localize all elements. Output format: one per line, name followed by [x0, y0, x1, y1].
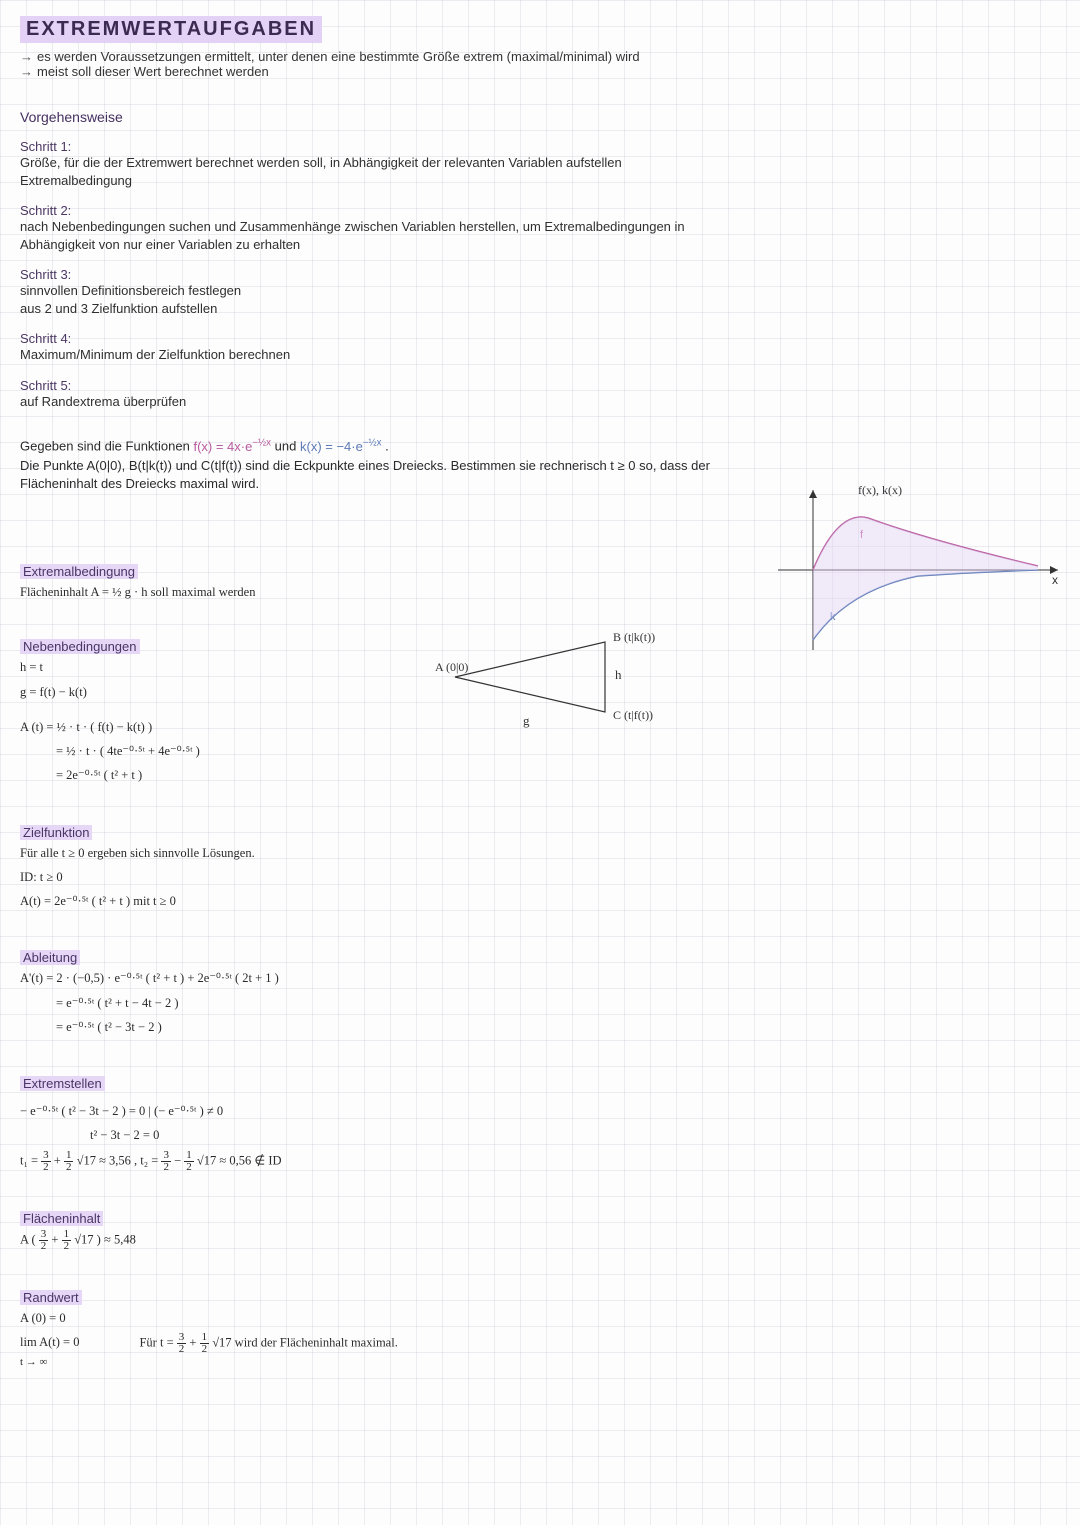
- vertex-B: B (t|k(t)): [613, 630, 655, 644]
- page-title: EXTREMWERTAUFGABEN: [20, 16, 322, 43]
- step-5-body: auf Randextrema überprüfen: [20, 393, 1060, 411]
- abl-1: A'(t) = 2 · (−0,5) · e⁻⁰·⁵ᵗ ( t² + t ) +…: [20, 968, 1060, 989]
- vertex-A: A (0|0): [435, 660, 468, 674]
- side-g: g: [523, 713, 530, 728]
- abl-2: = e⁻⁰·⁵ᵗ ( t² + t − 4t − 2 ): [20, 993, 1060, 1014]
- problem-statement: Gegeben sind die Funktionen f(x) = 4x·e−…: [20, 436, 740, 494]
- rw-4: Für t = 32 + 12 √17 wird der Flächeninha…: [139, 1332, 397, 1355]
- ziel-2: ID: t ≥ 0: [20, 867, 1060, 888]
- ext-head: Extremstellen: [20, 1076, 105, 1091]
- intro-line-2: meist soll dieser Wert berechnet werden: [37, 64, 269, 79]
- rw-1: A (0) = 0: [20, 1308, 1060, 1329]
- ext-1: − e⁻⁰·⁵ᵗ ( t² − 3t − 2 ) = 0 | (− e⁻⁰·⁵ᵗ…: [20, 1101, 1060, 1122]
- rw-3: t → ∞: [20, 1353, 79, 1372]
- abl-3: = e⁻⁰·⁵ᵗ ( t² − 3t − 2 ): [20, 1017, 1060, 1038]
- problem-line2: Die Punkte A(0|0), B(t|k(t)) und C(t|f(t…: [20, 458, 710, 492]
- step-3-body2: aus 2 und 3 Zielfunktion aufstellen: [20, 300, 1060, 318]
- problem-pre: Gegeben sind die Funktionen: [20, 439, 193, 454]
- fx-expr: f(x) = 4x·e−½x: [193, 439, 271, 454]
- step-1-head: Schritt 1:: [20, 139, 1060, 154]
- A-eq-3: = 2e⁻⁰·⁵ᵗ ( t² + t ): [20, 765, 1060, 786]
- extremal-head: Extremalbedingung: [20, 564, 138, 579]
- rw-row: lim A(t) = 0 t → ∞ Für t = 32 + 12 √17 w…: [20, 1332, 1060, 1372]
- step-3-body: sinnvollen Definitionsbereich festlegen: [20, 282, 1060, 300]
- ext-3: t₁ = 32 + 12 √17 ≈ 3,56 , t₂ = 32 − 12 √…: [20, 1150, 1060, 1173]
- ziel-head: Zielfunktion: [20, 825, 92, 840]
- step-2-head: Schritt 2:: [20, 203, 1060, 218]
- step-1-body2: Extremalbedingung: [20, 172, 1060, 190]
- step-5-head: Schritt 5:: [20, 378, 1060, 393]
- intro-block: → es werden Voraussetzungen ermittelt, un…: [20, 49, 1060, 79]
- abl-head: Ableitung: [20, 950, 80, 965]
- rw-head: Randwert: [20, 1290, 82, 1305]
- ziel-1: Für alle t ≥ 0 ergeben sich sinnvolle Lö…: [20, 843, 1060, 864]
- A-eq-2: = ½ · t · ( 4te⁻⁰·⁵ᵗ + 4e⁻⁰·⁵ᵗ ): [20, 741, 1060, 762]
- x-axis-label: x: [1052, 573, 1058, 587]
- und: und: [275, 439, 300, 454]
- kx-expr: k(x) = −4·e−½x: [300, 439, 382, 454]
- arrow-icon: →: [20, 64, 33, 79]
- ext-2: t² − 3t − 2 = 0: [20, 1125, 1060, 1146]
- rw-2: lim A(t) = 0: [20, 1332, 79, 1353]
- ziel-3: A(t) = 2e⁻⁰·⁵ᵗ ( t² + t ) mit t ≥ 0: [20, 891, 1060, 912]
- step-2-body: nach Nebenbedingungen suchen und Zusamme…: [20, 218, 760, 253]
- step-4-head: Schritt 4:: [20, 331, 1060, 346]
- arrow-icon: →: [20, 49, 33, 64]
- function-graph: f(x), k(x) x f k: [768, 480, 1068, 660]
- graph-title: f(x), k(x): [858, 483, 902, 497]
- side-h: h: [615, 667, 622, 682]
- triangle-diagram: A (0|0) B (t|k(t)) C (t|f(t)) g h: [435, 627, 695, 737]
- step-3-head: Schritt 3:: [20, 267, 1060, 282]
- problem-post: .: [385, 439, 389, 454]
- procedure-heading: Vorgehensweise: [20, 109, 1060, 125]
- step-1-body: Größe, für die der Extremwert berechnet …: [20, 154, 1060, 172]
- step-4-body: Maximum/Minimum der Zielfunktion berechn…: [20, 346, 1060, 364]
- neben-head: Nebenbedingungen: [20, 639, 140, 654]
- intro-line-1: es werden Voraussetzungen ermittelt, unt…: [37, 49, 640, 64]
- fl-1: A ( 32 + 12 √17 ) ≈ 5,48: [20, 1229, 1060, 1252]
- vertex-C: C (t|f(t)): [613, 708, 653, 722]
- fl-head: Flächeninhalt: [20, 1211, 103, 1226]
